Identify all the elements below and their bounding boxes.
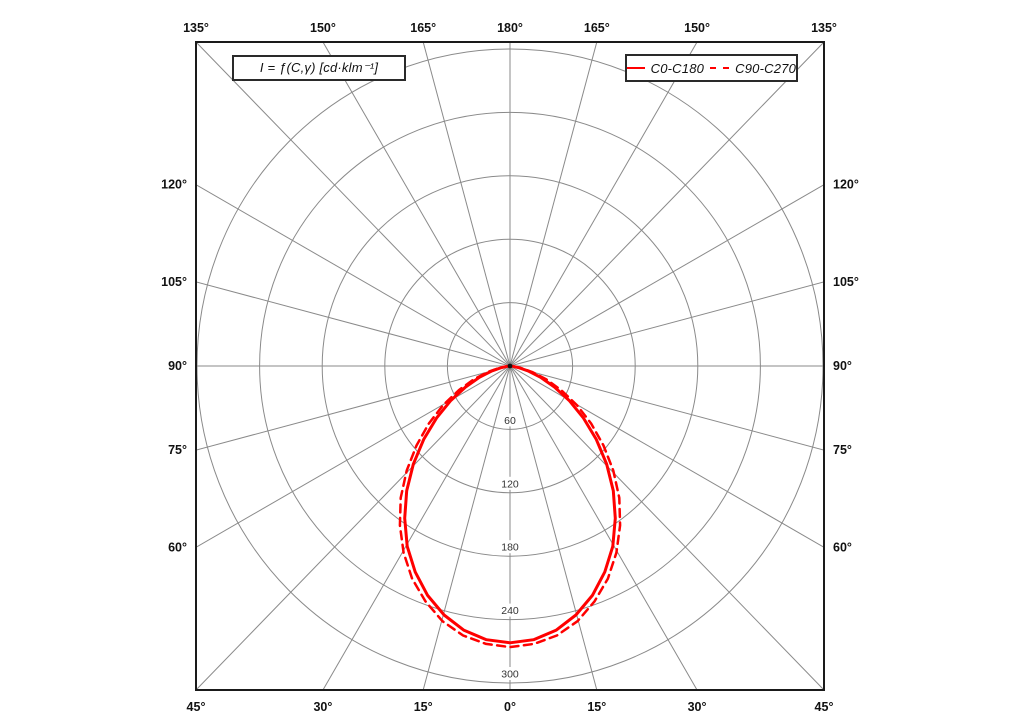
angle-label-right: 75° [833,443,852,457]
angle-label-right: 60° [833,540,852,554]
angle-label-bottom: 0° [504,700,516,714]
radial-grid-line [196,365,511,548]
radial-grid-line [509,365,598,690]
ring-label-bg [497,667,523,680]
radial-grid-line [509,184,824,367]
angle-label-bottom: 45° [187,700,206,714]
formula-label-box: I = ƒ(C,γ) [cd·klm⁻¹] [232,55,406,81]
angle-label-bottom: 45° [815,700,834,714]
radial-grid-line [322,365,511,690]
radial-grid-line [196,365,511,451]
legend-label-c90-c270: C90-C270 [735,60,796,76]
polar-grid [196,42,824,690]
radial-grid-line [509,281,824,367]
angle-label-bottom: 15° [587,700,606,714]
plot-frame [195,41,825,691]
legend-solid-line-swatch [627,67,645,69]
formula-text: I = ƒ(C,γ) [cd·klm⁻¹] [259,60,379,75]
legend-box: C0-C180 C90-C270 [625,54,798,82]
ring-label-bg [497,603,523,617]
radial-grid-line [422,365,511,690]
radial-grid-line [509,42,598,367]
angle-label-left: 60° [168,540,187,554]
angle-label-bottom: 30° [688,700,707,714]
angle-label-left: 75° [168,443,187,457]
angle-label-top: 135° [811,21,837,35]
angle-label-top: 150° [684,21,710,35]
angle-label-top: 165° [410,21,436,35]
radial-grid-line [196,184,511,367]
diagonal-grid-line [509,365,824,690]
radial-grid-line [509,365,698,690]
angle-label-left: 90° [168,359,187,373]
ring-label-bg [497,540,523,554]
angle-label-left: 120° [161,178,187,192]
angle-label-right: 105° [833,275,859,289]
angle-label-bottom: 30° [313,700,332,714]
angle-label-top: 180° [497,21,523,35]
radial-grid-line [509,365,824,451]
radial-grid-line [509,42,698,367]
radial-grid-line [509,365,824,548]
diagonal-grid-line [196,42,511,367]
radial-grid-line [422,42,511,367]
c0-c180-curve [403,364,617,645]
ring-value-label: 300 [501,669,519,681]
radial-grid-line [196,281,511,367]
diagonal-grid-line [509,42,824,367]
angle-label-bottom: 15° [414,700,433,714]
c90-c270-curve [398,364,622,649]
ring-value-label: 180 [501,542,519,554]
ring-value-label: 60 [504,415,516,427]
angle-label-top: 165° [584,21,610,35]
ring-label-bg [497,476,523,490]
ring-label-bg [500,413,520,427]
angle-label-right: 90° [833,359,852,373]
angle-label-right: 120° [833,178,859,192]
angle-label-top: 150° [310,21,336,35]
radial-grid-line [322,42,511,367]
diagonal-grid-line [196,365,511,690]
legend-dashed-line-swatch [710,67,730,69]
ring-value-label: 120 [501,478,519,490]
angle-label-left: 105° [161,275,187,289]
ring-value-label: 240 [501,605,519,617]
angle-label-top: 135° [183,21,209,35]
polar-origin-dot [507,363,513,369]
legend-label-c0-c180: C0-C180 [650,60,705,76]
